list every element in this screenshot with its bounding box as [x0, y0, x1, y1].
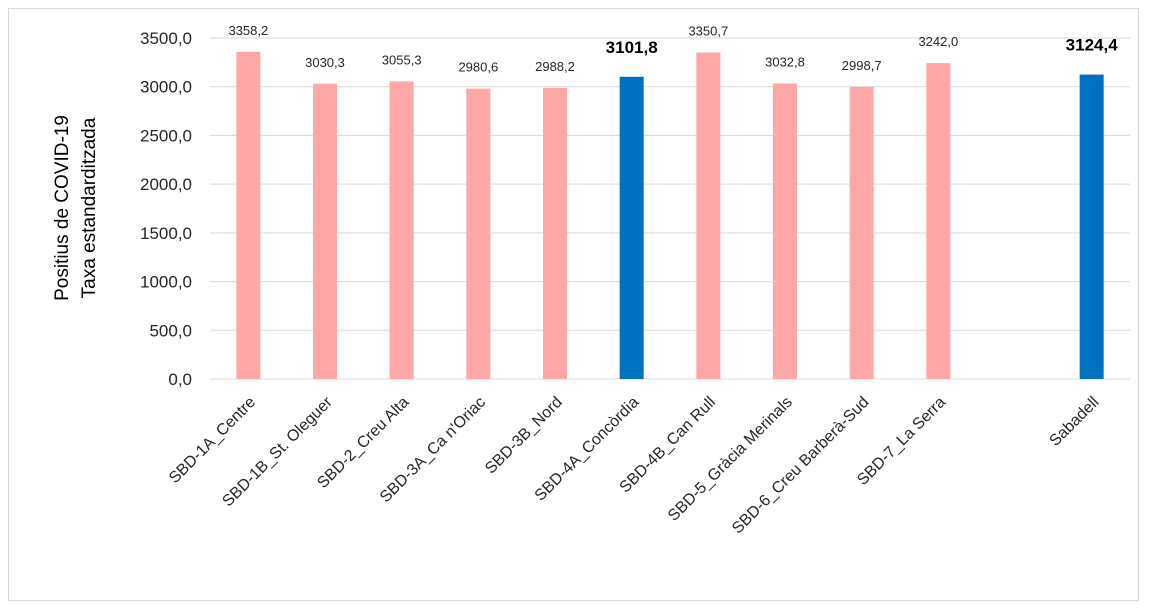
y-axis-title-line2: Taxa estandarditzada	[79, 117, 100, 298]
y-tick-label: 1500,0	[140, 224, 192, 243]
y-tick-label: 1000,0	[140, 273, 192, 292]
data-label: 2998,7	[842, 58, 882, 73]
bar	[773, 83, 797, 380]
y-axis-title-line1: Positius de COVID-19	[52, 115, 73, 301]
bar	[466, 88, 491, 379]
y-tick-label: 2000,0	[140, 175, 192, 194]
data-label: 3101,8	[606, 38, 658, 57]
data-label: 3242,0	[918, 34, 958, 49]
x-tick-label: SBD-6_Creu Barberà-Sud	[729, 394, 872, 537]
data-label: 3030,3	[305, 55, 345, 70]
bar	[696, 52, 721, 380]
y-tick-label: 3500,0	[140, 29, 192, 48]
bar	[236, 51, 261, 380]
data-label: 3350,7	[688, 24, 728, 39]
x-tick-label: SBD-5_Gràcia Merinals	[665, 394, 796, 525]
data-label: 2980,6	[458, 60, 498, 75]
bar	[543, 87, 567, 379]
data-label: 3124,4	[1066, 36, 1119, 55]
y-tick-label: 2500,0	[140, 126, 192, 145]
x-tick-label: Sabadell	[1046, 394, 1102, 450]
bar	[849, 86, 874, 379]
data-label: 2988,2	[535, 59, 575, 74]
bar	[389, 81, 414, 380]
y-tick-label: 3000,0	[140, 78, 192, 97]
y-tick-label: 0,0	[168, 370, 192, 389]
bar	[313, 83, 337, 379]
data-label: 3055,3	[382, 52, 422, 67]
bar	[1079, 74, 1104, 379]
y-tick-label: 500,0	[149, 321, 192, 340]
bar	[926, 63, 951, 380]
data-label: 3032,8	[765, 55, 805, 70]
bar	[619, 76, 644, 380]
chart-frame	[8, 8, 1139, 601]
x-tick-label: SBD-3B_Nord	[482, 394, 566, 478]
data-label: 3358,2	[228, 23, 268, 38]
